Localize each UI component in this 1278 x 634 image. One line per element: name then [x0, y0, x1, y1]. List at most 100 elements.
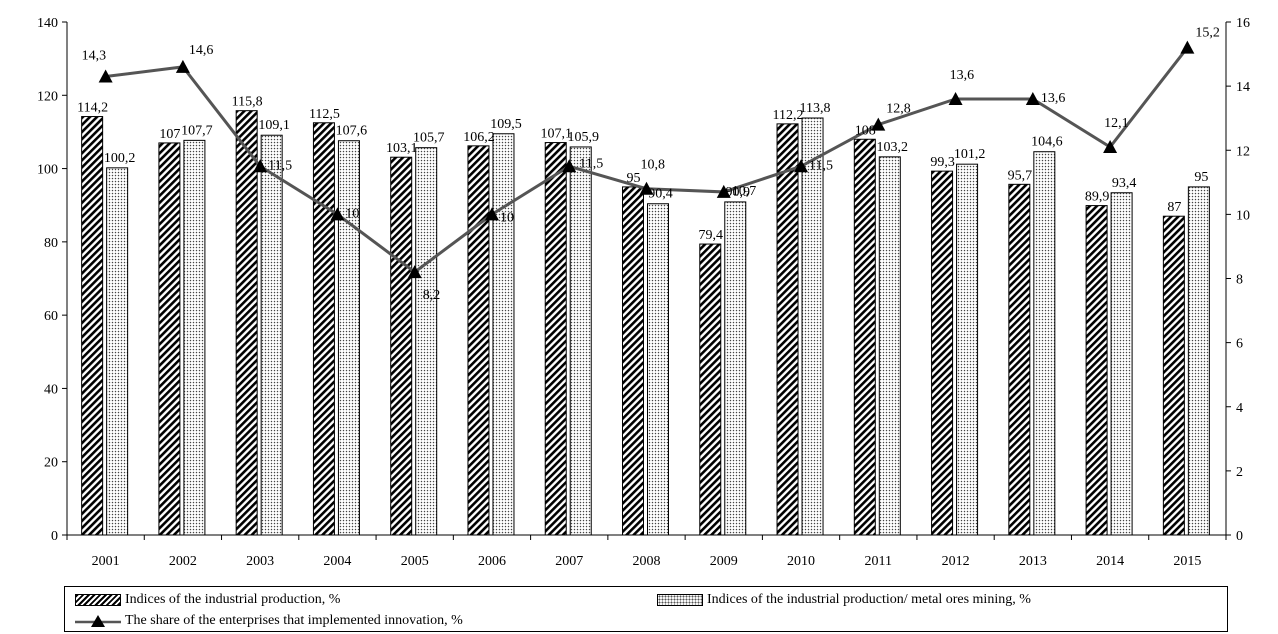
x-axis-category-label: 2002 [169, 554, 197, 569]
x-axis-category-label: 2009 [710, 554, 738, 569]
right-axis-tick-label: 10 [1236, 208, 1250, 223]
bar-industrial-production [1162, 215, 1185, 536]
hatch-swatch-icon [75, 594, 121, 606]
data-label-metal-ores: 109,1 [258, 118, 290, 133]
bar-metal-ores-mining [647, 203, 669, 536]
data-label-innovation-share: 10 [500, 210, 514, 225]
legend-label-innovation: The share of the enterprises that implem… [125, 613, 463, 628]
right-axis-tick-label: 6 [1236, 337, 1243, 352]
data-label-industrial: 115,8 [232, 95, 263, 110]
x-axis-category-label: 2012 [942, 554, 970, 569]
legend-item-metal-ores: Indices of the industrial production/ me… [657, 592, 1031, 608]
bar-metal-ores-mining [1110, 192, 1133, 536]
right-axis-tick-label: 8 [1236, 273, 1243, 288]
data-label-innovation-share: 8,2 [423, 288, 441, 303]
data-label-innovation-share: 14,3 [82, 49, 107, 64]
data-label-industrial: 112,2 [773, 108, 804, 123]
x-axis-category-label: 2006 [478, 554, 506, 569]
x-axis-category-label: 2007 [555, 554, 583, 569]
left-axis-tick-label: 60 [44, 309, 58, 324]
bar-metal-ores-mining [106, 167, 129, 536]
bar-metal-ores-mining [260, 134, 283, 536]
left-axis-tick-label: 120 [37, 89, 58, 104]
innovation-share-point [1103, 140, 1118, 154]
dots-swatch-icon [657, 594, 703, 606]
innovation-share-point [1025, 91, 1040, 105]
data-label-innovation-share: 11,5 [268, 158, 292, 173]
data-label-metal-ores: 107,6 [336, 124, 368, 139]
innovation-share-point [716, 184, 731, 198]
legend-item-innovation: The share of the enterprises that implem… [75, 613, 463, 629]
data-label-industrial: 103,1 [386, 141, 418, 156]
bar-industrial-production [931, 170, 954, 536]
data-label-industrial: 95 [627, 171, 641, 186]
bar-metal-ores-mining [801, 117, 824, 536]
data-label-metal-ores: 101,2 [954, 147, 986, 162]
bars-group [81, 110, 1210, 536]
data-label-industrial: 112,5 [309, 107, 340, 122]
x-axis-category-label: 2015 [1173, 554, 1201, 569]
data-label-innovation-share: 12,1 [1104, 116, 1129, 131]
bar-metal-ores-mining [956, 163, 979, 536]
bar-industrial-production [235, 110, 258, 536]
bar-metal-ores-mining [878, 156, 901, 536]
data-label-innovation-share: 11,5 [579, 156, 603, 171]
data-label-metal-ores: 109,5 [490, 117, 522, 132]
x-axis-category-label: 2011 [865, 554, 892, 569]
x-axis-category-label: 2008 [633, 554, 661, 569]
bar-industrial-production [81, 116, 104, 536]
innovation-share-point [871, 117, 886, 131]
data-label-industrial: 87 [1167, 200, 1181, 215]
data-label-innovation-share: 10,7 [732, 184, 757, 199]
bar-industrial-production [158, 142, 181, 536]
innovation-share-point [639, 181, 654, 195]
innovation-share-point [330, 207, 345, 221]
bar-metal-ores-mining [183, 139, 206, 536]
x-axis-category-label: 2014 [1096, 554, 1124, 569]
right-axis-tick-label: 4 [1236, 401, 1243, 416]
data-label-metal-ores: 93,4 [1112, 176, 1137, 191]
innovation-share-point [484, 207, 499, 221]
bar-industrial-production [622, 186, 644, 536]
legend: Indices of the industrial production, % … [64, 586, 1228, 632]
right-axis-ticks: 0 2 4 6 8 10 12 14 16 [1226, 16, 1250, 544]
left-axis-tick-label: 80 [44, 236, 58, 251]
data-label-industrial: 114,2 [77, 101, 108, 116]
data-label-industrial: 89,9 [1085, 190, 1110, 205]
data-label-metal-ores: 104,6 [1031, 135, 1063, 150]
right-axis-tick-label: 16 [1236, 16, 1250, 31]
left-axis-tick-label: 40 [44, 382, 58, 397]
data-label-metal-ores: 100,2 [104, 151, 136, 166]
triangle-line-icon [75, 615, 121, 627]
bar-metal-ores-mining [569, 146, 592, 536]
innovation-share-point [407, 265, 422, 279]
bar-industrial-production [312, 122, 335, 536]
bar-industrial-production [853, 138, 876, 536]
left-axis-tick-label: 140 [37, 16, 58, 31]
x-axis-ticks: 2001 2002 2003 2004 2005 2006 2007 2008 2009 2010… [66, 535, 1227, 569]
data-label-metal-ores: 90,4 [648, 187, 673, 202]
legend-label-industrial: Indices of the industrial production, % [125, 592, 341, 607]
x-axis-category-label: 2004 [323, 554, 351, 569]
data-label-innovation-share: 13,6 [1041, 91, 1066, 106]
innovation-share-point [1180, 40, 1195, 54]
x-axis-category-label: 2005 [401, 554, 429, 569]
bar-metal-ores-mining [1187, 186, 1210, 536]
data-label-industrial: 106,2 [463, 130, 495, 145]
innovation-share-point [948, 91, 963, 105]
innovation-share-point [794, 159, 809, 173]
data-label-innovation-share: 12,8 [886, 102, 911, 117]
data-label-industrial: 107,1 [540, 127, 572, 142]
data-label-innovation-share: 15,2 [1195, 26, 1220, 41]
bar-industrial-production [544, 142, 567, 536]
data-label-industrial: 99,3 [930, 155, 955, 170]
right-axis-tick-label: 2 [1236, 465, 1243, 480]
innovation-share-point [175, 59, 190, 73]
left-axis-ticks: 0 20 40 60 80 100 120 140 [37, 16, 67, 544]
x-axis-category-label: 2003 [246, 554, 274, 569]
data-label-industrial: 108 [855, 123, 876, 138]
data-label-industrial: 79,4 [699, 228, 724, 243]
x-axis-category-label: 2010 [787, 554, 815, 569]
bar-industrial-production [390, 156, 413, 536]
